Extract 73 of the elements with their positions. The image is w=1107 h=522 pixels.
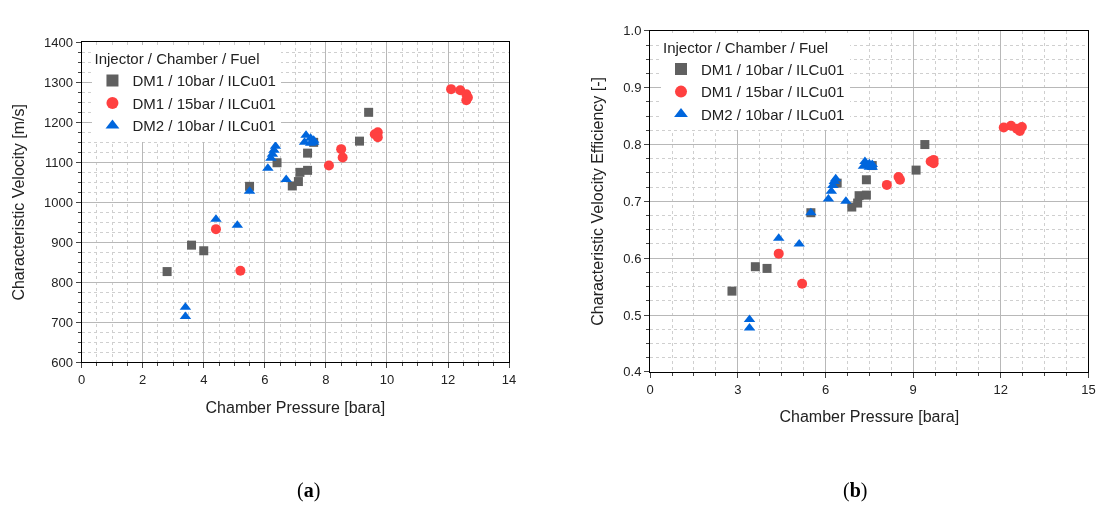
legend-label: DM2 / 10bar / ILCu01 (701, 105, 845, 123)
y-tick-label: 0.5 (623, 307, 642, 323)
point (773, 248, 784, 259)
point (199, 246, 209, 256)
x-tick-label: 0 (77, 372, 86, 388)
point (446, 84, 457, 95)
point (727, 286, 737, 296)
y-tick-label: 1300 (43, 74, 73, 90)
y-tick-label: 1100 (44, 154, 73, 170)
y-tick-label: 900 (51, 234, 73, 250)
legend-label: DM1 / 10bar / ILCu01 (132, 72, 276, 90)
y-tick-label: 700 (51, 314, 73, 330)
y-tick-label: 0.6 (623, 250, 642, 266)
point (853, 198, 863, 208)
y-tick-label: 0.4 (623, 364, 642, 380)
point (336, 144, 347, 155)
y-tick-label: 600 (51, 354, 73, 370)
point (911, 165, 921, 175)
point (323, 160, 334, 171)
point (920, 140, 930, 150)
x-tick-label: 10 (379, 372, 395, 388)
point (280, 174, 292, 183)
y-axis-title: Characteristic Velocity [m/s] (9, 104, 27, 301)
x-tick-label: 14 (501, 372, 517, 388)
y-tick-label: 0.9 (623, 80, 642, 96)
text: (b) (843, 479, 868, 502)
point (861, 175, 871, 185)
point (861, 190, 871, 200)
y-tick-label: 1200 (43, 114, 73, 130)
legend-label: DM1 / 15bar / ILCu01 (701, 83, 845, 101)
point (272, 158, 282, 168)
x-tick-label: 3 (734, 381, 742, 397)
x-tick-label: 6 (261, 372, 269, 388)
point (364, 107, 374, 117)
x-tick-label: 0 (646, 381, 654, 397)
legend-label: DM2 / 10bar / ILCu01 (132, 117, 276, 135)
legend-label: DM1 / 15bar / ILCu01 (132, 94, 276, 112)
point (295, 167, 305, 177)
y-axis-title: Characteristic Velocity Efficiency [-] (589, 77, 607, 326)
point (187, 240, 197, 250)
legend-title: Injector / Chamber / Fuel (663, 38, 829, 56)
point (303, 148, 313, 158)
x-tick-label: 8 (322, 372, 330, 388)
point (210, 224, 221, 235)
point (750, 262, 760, 272)
x-axis-title: Chamber Pressure [bara] (779, 408, 960, 426)
x-tick-label: 15 (1081, 381, 1096, 397)
y-tick-label: 0.8 (623, 137, 642, 153)
point (881, 179, 892, 190)
y-tick-label: 1000 (43, 194, 73, 210)
point (762, 263, 772, 273)
x-tick-label: 6 (821, 381, 830, 397)
point (337, 152, 348, 163)
point (303, 165, 313, 175)
y-tick-label: 1.0 (623, 23, 642, 39)
x-tick-label: 4 (200, 372, 208, 388)
x-axis-title: Chamber Pressure [bara] (205, 398, 386, 416)
point (235, 265, 246, 276)
point (1016, 121, 1027, 132)
point (797, 278, 808, 289)
point (293, 177, 303, 187)
legend-title: Injector / Chamber / Fuel (94, 50, 260, 68)
x-tick-label: 9 (909, 381, 917, 397)
x-tick-label: 12 (993, 381, 1009, 397)
x-tick-label: 2 (139, 372, 147, 388)
point (354, 136, 364, 146)
y-tick-label: 800 (51, 274, 73, 290)
legend-label: DM1 / 10bar / ILCu01 (701, 60, 845, 78)
text: (a) (297, 479, 321, 502)
point (162, 267, 172, 277)
y-tick-label: 1400 (43, 34, 73, 50)
y-tick-label: 0.7 (623, 193, 642, 209)
x-tick-label: 12 (440, 372, 456, 388)
